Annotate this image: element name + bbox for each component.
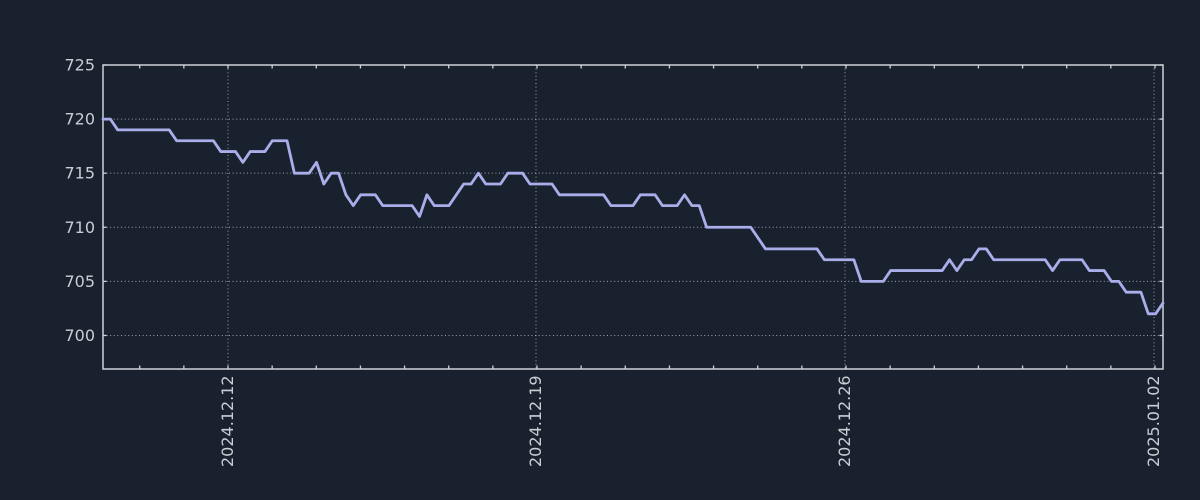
y-tick-label: 700	[64, 326, 95, 345]
x-tick-label: 2025.01.02	[1144, 375, 1163, 467]
y-tick-labels: 700 705 710 715 720 725	[64, 56, 95, 345]
x-tick-label: 2024.12.19	[526, 375, 545, 467]
y-tick-label: 715	[64, 164, 95, 183]
series-line-instances	[101, 117, 1165, 316]
x-tick-label: 2024.12.12	[218, 375, 237, 467]
y-tick-label: 705	[64, 272, 95, 291]
x-tick-label: 2024.12.26	[835, 375, 854, 467]
x-tick-labels: 2024.12.12 2024.12.19 2024.12.26 2025.01.02	[218, 375, 1163, 467]
y-tick-label: 720	[64, 110, 95, 129]
plot-border	[102, 64, 1164, 370]
y-gridlines	[103, 118, 1163, 336]
x-gridlines	[227, 65, 1155, 369]
y-tick-label: 710	[64, 218, 95, 237]
tick-marks	[103, 64, 1163, 369]
y-tick-label: 725	[64, 56, 95, 75]
